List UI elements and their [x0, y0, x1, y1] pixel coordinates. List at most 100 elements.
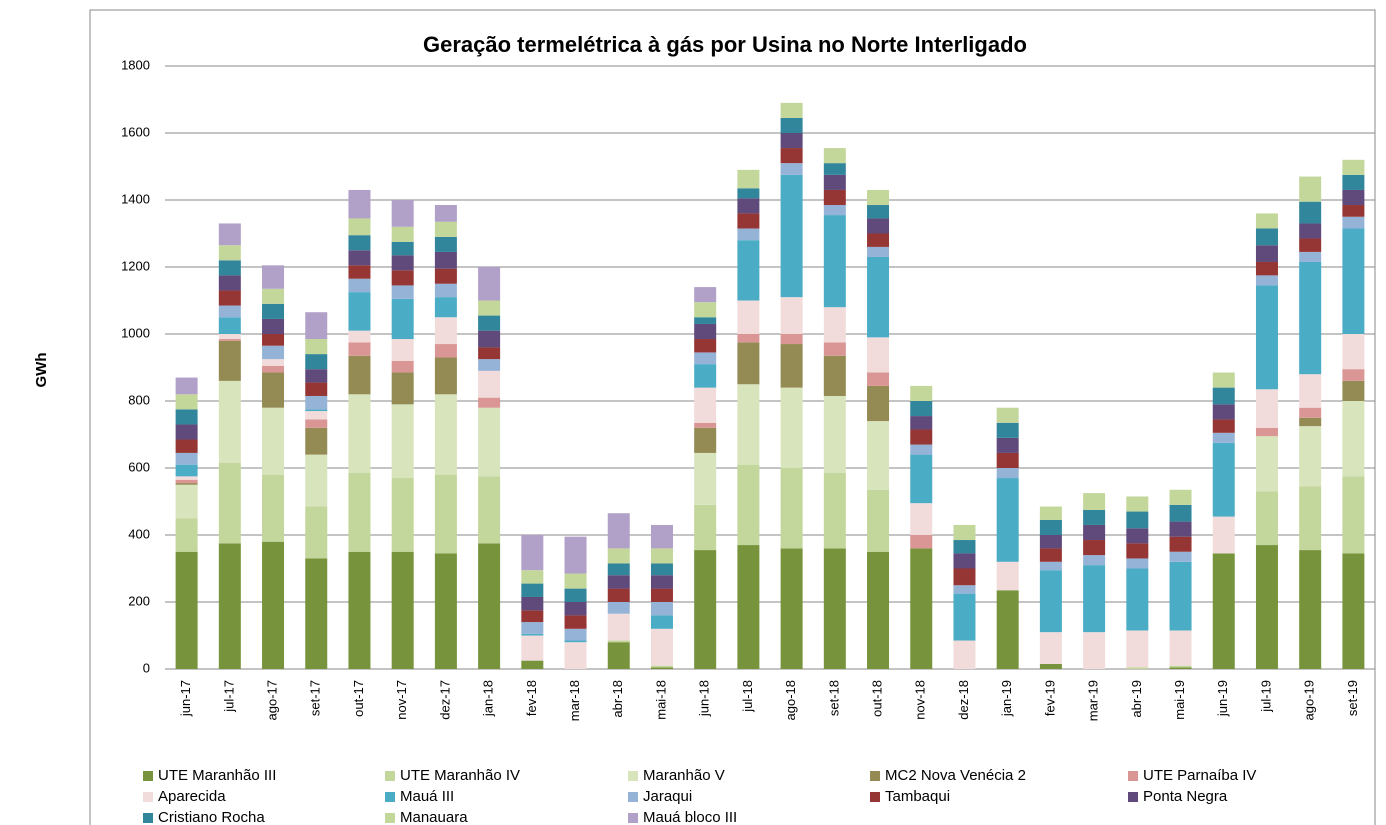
- bar-segment: [780, 102, 803, 118]
- bar-segment: [1083, 493, 1106, 510]
- bar-segment: [348, 330, 371, 343]
- bar-segment: [521, 610, 544, 623]
- bar-segment: [823, 148, 846, 164]
- legend-label: Mauá III: [400, 788, 454, 805]
- bar-segment: [348, 342, 371, 356]
- x-tick-label: fev-19: [1042, 680, 1057, 716]
- bar-segment: [1255, 261, 1278, 276]
- bar-segment: [262, 359, 285, 366]
- bar-segment: [1039, 632, 1062, 664]
- bar-segment: [867, 337, 890, 373]
- bar-segment: [1039, 663, 1062, 669]
- bar-segment: [434, 297, 457, 318]
- bar-segment: [607, 588, 630, 602]
- x-tick-label: mai-18: [653, 680, 668, 720]
- bar-segment: [1126, 558, 1149, 569]
- bar-segment: [1212, 419, 1235, 433]
- bar-segment: [391, 360, 414, 373]
- bar-segment: [867, 551, 890, 669]
- bar-segment: [1342, 553, 1365, 669]
- bar-segment: [694, 422, 717, 428]
- bar-segment: [1169, 551, 1192, 562]
- bar-segment: [867, 256, 890, 338]
- x-tick-label: mai-19: [1172, 680, 1187, 720]
- bar-segment: [650, 665, 673, 668]
- bar-segment: [607, 548, 630, 564]
- bar-segment: [391, 200, 414, 227]
- bar-segment: [1126, 528, 1149, 544]
- bar-segment: [823, 548, 846, 669]
- bar-segment: [218, 380, 241, 463]
- bar-segment: [218, 317, 241, 334]
- bar-segment: [694, 364, 717, 388]
- bar-segment: [218, 340, 241, 381]
- legend-label: UTE Maranhão III: [158, 767, 276, 784]
- bar-segment: [823, 395, 846, 474]
- bar-segment: [1212, 516, 1235, 554]
- bar-segment: [305, 506, 328, 559]
- bar-segment: [694, 452, 717, 505]
- y-tick-label: 1800: [121, 57, 150, 72]
- bar-segment: [780, 148, 803, 164]
- legend-label: Aparecida: [158, 788, 226, 805]
- bar-segment: [1126, 630, 1149, 668]
- bar-segment: [1342, 334, 1365, 370]
- bar-segment: [1299, 251, 1322, 262]
- bar-segment: [694, 387, 717, 423]
- bar-segment: [1083, 509, 1106, 525]
- bar-segment: [996, 468, 1019, 479]
- y-tick-label: 1200: [121, 258, 150, 273]
- bar-segment: [434, 357, 457, 395]
- bar-segment: [175, 476, 198, 480]
- bar-segment: [1212, 432, 1235, 443]
- bar-segment: [262, 474, 285, 542]
- bar-segment: [650, 524, 673, 549]
- bar-segment: [996, 590, 1019, 669]
- bar-segment: [910, 444, 933, 455]
- bar-segment: [391, 255, 414, 271]
- bar-segment: [1169, 561, 1192, 631]
- bar-segment: [867, 189, 890, 206]
- bar-segment: [1169, 504, 1192, 522]
- bar-segment: [694, 339, 717, 353]
- bar-segment: [1212, 387, 1235, 405]
- legend-label: Tambaqui: [885, 788, 950, 805]
- bar-segment: [823, 355, 846, 396]
- bar-segment: [521, 635, 544, 661]
- legend-swatch: [1128, 771, 1138, 781]
- bar-segment: [737, 169, 760, 189]
- bar-segment: [780, 297, 803, 334]
- bar-segment: [521, 583, 544, 597]
- bar-segment: [434, 344, 457, 358]
- bar-segment: [564, 588, 587, 602]
- x-tick-label: mar-19: [1086, 680, 1101, 721]
- bar-segment: [1039, 561, 1062, 571]
- bar-segment: [910, 416, 933, 430]
- bar-segment: [564, 536, 587, 574]
- bar-segment: [607, 563, 630, 576]
- bar-segment: [478, 476, 501, 544]
- bar-segment: [305, 454, 328, 507]
- bar-segment: [1299, 223, 1322, 239]
- bar-segment: [607, 613, 630, 641]
- bar-segment: [434, 474, 457, 554]
- bar-segment: [1212, 372, 1235, 388]
- x-tick-label: jun-18: [697, 680, 712, 717]
- bar-segment: [391, 339, 414, 361]
- x-tick-label: ago-17: [264, 680, 279, 720]
- bar-segment: [218, 339, 241, 341]
- legend-swatch: [385, 771, 395, 781]
- x-tick-label: jul-18: [740, 680, 755, 713]
- bar-segment: [478, 543, 501, 669]
- bar-segment: [607, 575, 630, 589]
- legend-label: Cristiano Rocha: [158, 809, 265, 825]
- bar-segment: [262, 541, 285, 669]
- legend-label: MC2 Nova Venécia 2: [885, 767, 1026, 784]
- bar-segment: [564, 628, 587, 641]
- bar-segment: [1083, 565, 1106, 633]
- legend-label: Manauara: [400, 809, 468, 825]
- legend-label: Mauá bloco III: [643, 809, 737, 825]
- x-tick-label: jul-17: [221, 680, 236, 713]
- bar-segment: [737, 198, 760, 214]
